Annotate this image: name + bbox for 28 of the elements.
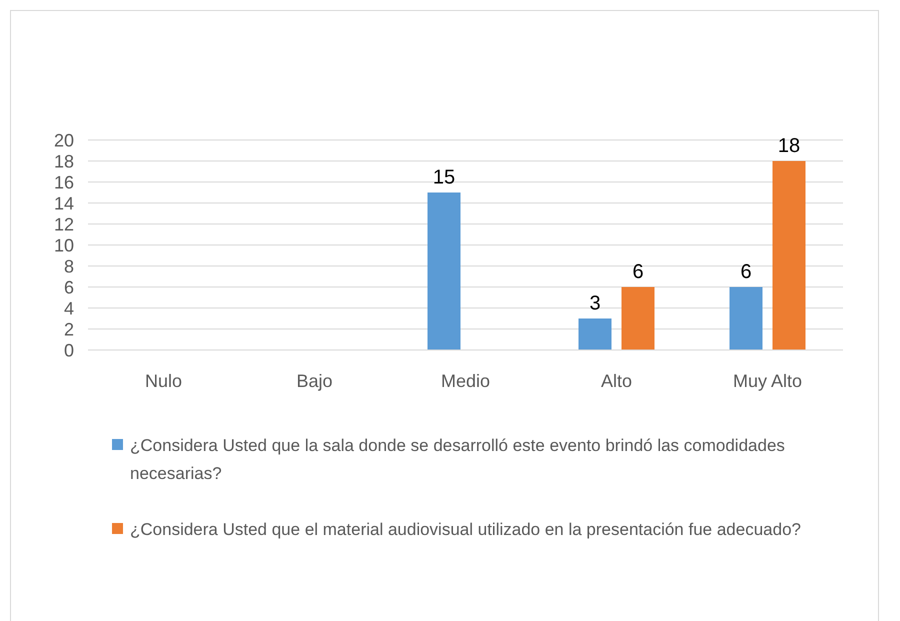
y-tick-label: 18: [54, 151, 74, 172]
legend-label: ¿Considera Usted que la sala donde se desarrolló este evento brindó las comodidades necesarias?: [130, 436, 785, 483]
x-tick-label: Medio: [440, 371, 490, 391]
legend-label: ¿Considera Usted que el material audiovisual utilizado en la presentación fue adecuado?: [130, 520, 801, 539]
y-tick-label: 4: [64, 298, 74, 318]
bar: [730, 287, 762, 350]
y-tick-label: 8: [64, 256, 74, 276]
y-tick-label: 16: [54, 172, 74, 192]
y-tick-label: 20: [54, 130, 74, 150]
bar: [622, 287, 654, 350]
x-tick-label: Bajo: [296, 371, 333, 391]
data-label: 18: [778, 135, 800, 157]
bar: [428, 192, 460, 350]
data-label: 3: [589, 292, 601, 314]
x-tick-label: Alto: [600, 371, 632, 391]
bar: [578, 318, 612, 350]
bar: [772, 161, 806, 350]
y-tick-label: 14: [54, 193, 74, 214]
y-tick-label: 2: [64, 319, 74, 340]
y-tick-label: 6: [64, 277, 74, 298]
y-tick-label: 12: [54, 214, 74, 234]
y-tick-label: 0: [64, 340, 74, 360]
data-label: 6: [740, 261, 752, 283]
data-label: 15: [432, 166, 456, 188]
data-label: 6: [632, 261, 644, 283]
x-tick-label: Nulo: [144, 371, 182, 391]
x-tick-label: Muy Alto: [732, 371, 802, 391]
y-tick-label: 10: [54, 235, 74, 256]
